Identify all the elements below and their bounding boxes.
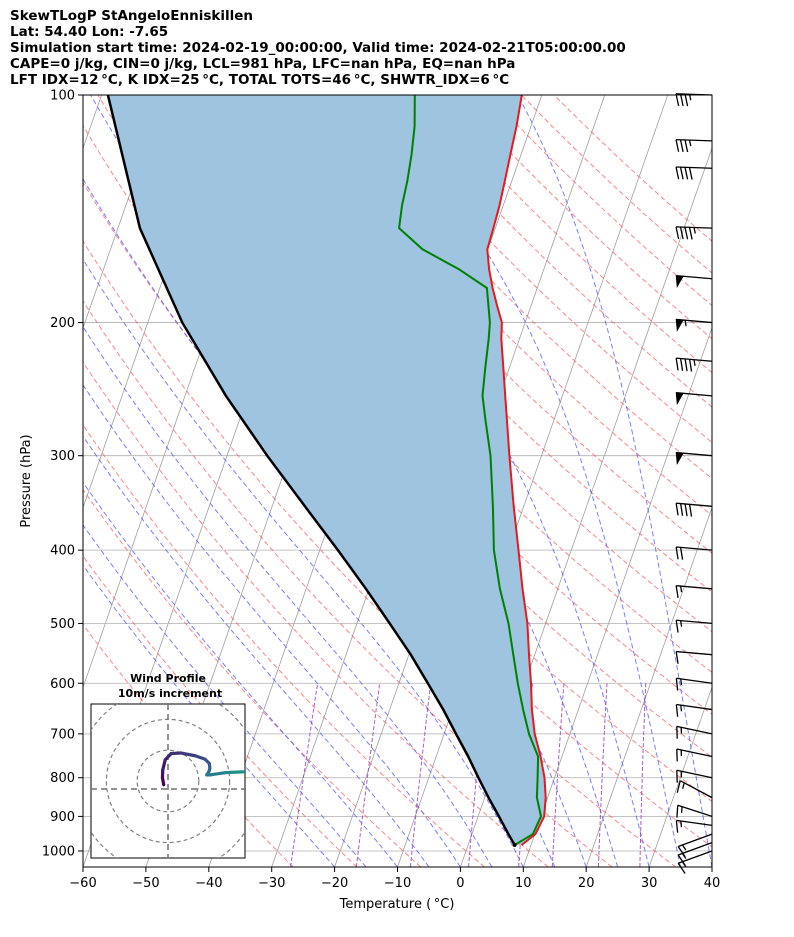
y-tick-label: 600 (50, 677, 75, 692)
moist-adiabat (83, 481, 398, 867)
mixing-ratio-line (290, 683, 319, 867)
x-tick-label: 40 (704, 876, 721, 891)
hodograph-trace (179, 751, 197, 758)
y-tick-label: 700 (50, 727, 75, 742)
dry-adiabat (97, 95, 712, 758)
dry-adiabat (83, 300, 613, 867)
x-tick-label: −60 (69, 876, 96, 891)
x-tick-label: −30 (258, 876, 285, 891)
wind-barb (675, 703, 713, 717)
title-station: SkewTLogP StAngeloEnniskillen (10, 8, 253, 24)
y-axis-label: Pressure (hPa) (19, 434, 34, 527)
x-tick-label: −50 (132, 876, 159, 891)
title-convective-params: CAPE=0 j/kg, CIN=0 j/kg, LCL=981 hPa, LF… (10, 56, 516, 72)
wind-barb (675, 318, 713, 332)
wind-barb (675, 677, 713, 691)
moist-adiabat (83, 325, 493, 867)
moist-adiabat (375, 95, 681, 867)
dry-adiabat (390, 95, 712, 408)
y-tick-label: 100 (50, 89, 75, 104)
wind-barb (677, 833, 713, 858)
y-tick-label: 900 (50, 810, 75, 825)
wind-barb (675, 392, 713, 406)
y-tick-label: 400 (50, 544, 75, 559)
moist-adiabat (517, 95, 712, 867)
moist-adiabat (83, 435, 430, 867)
x-tick-label: 10 (515, 876, 532, 891)
plot-area: Wind Profile 10m/s increment −60 −50 −40 −3… (19, 89, 720, 913)
dry-adiabat (83, 361, 549, 867)
mixing-ratio-line (355, 683, 381, 867)
isotherm (397, 95, 669, 867)
wind-barb (676, 725, 713, 739)
wind-barb (675, 819, 713, 833)
hodograph-ring (136, 749, 200, 813)
x-tick-label: −10 (384, 876, 411, 891)
moist-adiabat (83, 258, 524, 867)
wind-barb (675, 650, 713, 664)
y-tick-label: 200 (50, 316, 75, 331)
x-tick-label: −20 (321, 876, 348, 891)
y-tick-label: 800 (50, 771, 75, 786)
mixing-ratio-line (409, 683, 432, 867)
wind-barb (675, 357, 713, 372)
isotherm (585, 506, 712, 867)
wind-barb (676, 804, 713, 818)
hodograph-trace (193, 754, 207, 761)
cin-area-shading (107, 95, 546, 845)
y-axis-ticks: 1000 900 800 700 600 500 400 300 200 100 (42, 89, 83, 859)
wind-barb (675, 166, 713, 180)
dry-adiabat (83, 555, 358, 867)
hodograph-trace (229, 770, 245, 774)
isotherm (83, 95, 165, 330)
dry-adiabat (260, 95, 712, 554)
wind-barb (676, 780, 713, 799)
wind-barb (675, 451, 713, 465)
profile-lines (106, 95, 547, 848)
wind-barb (676, 748, 713, 762)
wind-barb (675, 274, 713, 289)
mixing-ratio-line (597, 683, 608, 867)
wind-barb (675, 502, 713, 517)
hodograph-title: Wind Profile (130, 672, 206, 685)
wind-barb (676, 769, 713, 783)
y-tick-label: 1000 (42, 844, 75, 859)
x-tick-label: 30 (641, 876, 658, 891)
lcl-marker (512, 843, 517, 848)
moist-adiabat (83, 384, 461, 867)
x-tick-label: −40 (195, 876, 222, 891)
title-times: Simulation start time: 2024-02-19_00:00:… (10, 40, 626, 56)
x-axis-label: Temperature ( °C) (339, 897, 455, 912)
y-tick-label: 300 (50, 449, 75, 464)
temperature-line (486, 95, 547, 846)
mixing-ratio-line (551, 683, 565, 867)
title-stability-indices: LFT IDX=12 °C, K IDX=25 °C, TOTAL TOTS=4… (10, 72, 510, 88)
wind-barbs (675, 93, 713, 874)
hodograph-trace (161, 758, 167, 772)
wind-barb (675, 138, 713, 153)
wind-barb (675, 585, 713, 598)
parcel-profile-line (106, 95, 516, 846)
y-tick-label: 500 (50, 617, 75, 632)
dry-adiabat (83, 124, 712, 803)
isotherm (711, 865, 712, 867)
dry-adiabat (293, 95, 712, 517)
hodograph-subtitle: 10m/s increment (118, 687, 222, 700)
wind-barb (675, 226, 713, 240)
x-tick-label: 20 (578, 876, 595, 891)
isotherm (522, 326, 712, 867)
x-axis-ticks: −60 −50 −40 −30 −20 −10 0 10 20 30 40 (69, 867, 720, 891)
title-location: Lat: 54.40 Lon: -7.65 (10, 24, 169, 40)
x-tick-label: 0 (456, 876, 464, 891)
wind-barb (675, 619, 713, 633)
hodograph-inset: Wind Profile 10m/s increment (90, 672, 246, 859)
dewpoint-line (398, 95, 543, 846)
wind-barb (675, 546, 713, 560)
hodograph-trace (208, 771, 227, 777)
isotherm (648, 686, 712, 867)
mixing-ratio-line (639, 683, 647, 867)
dry-adiabat (83, 424, 485, 867)
